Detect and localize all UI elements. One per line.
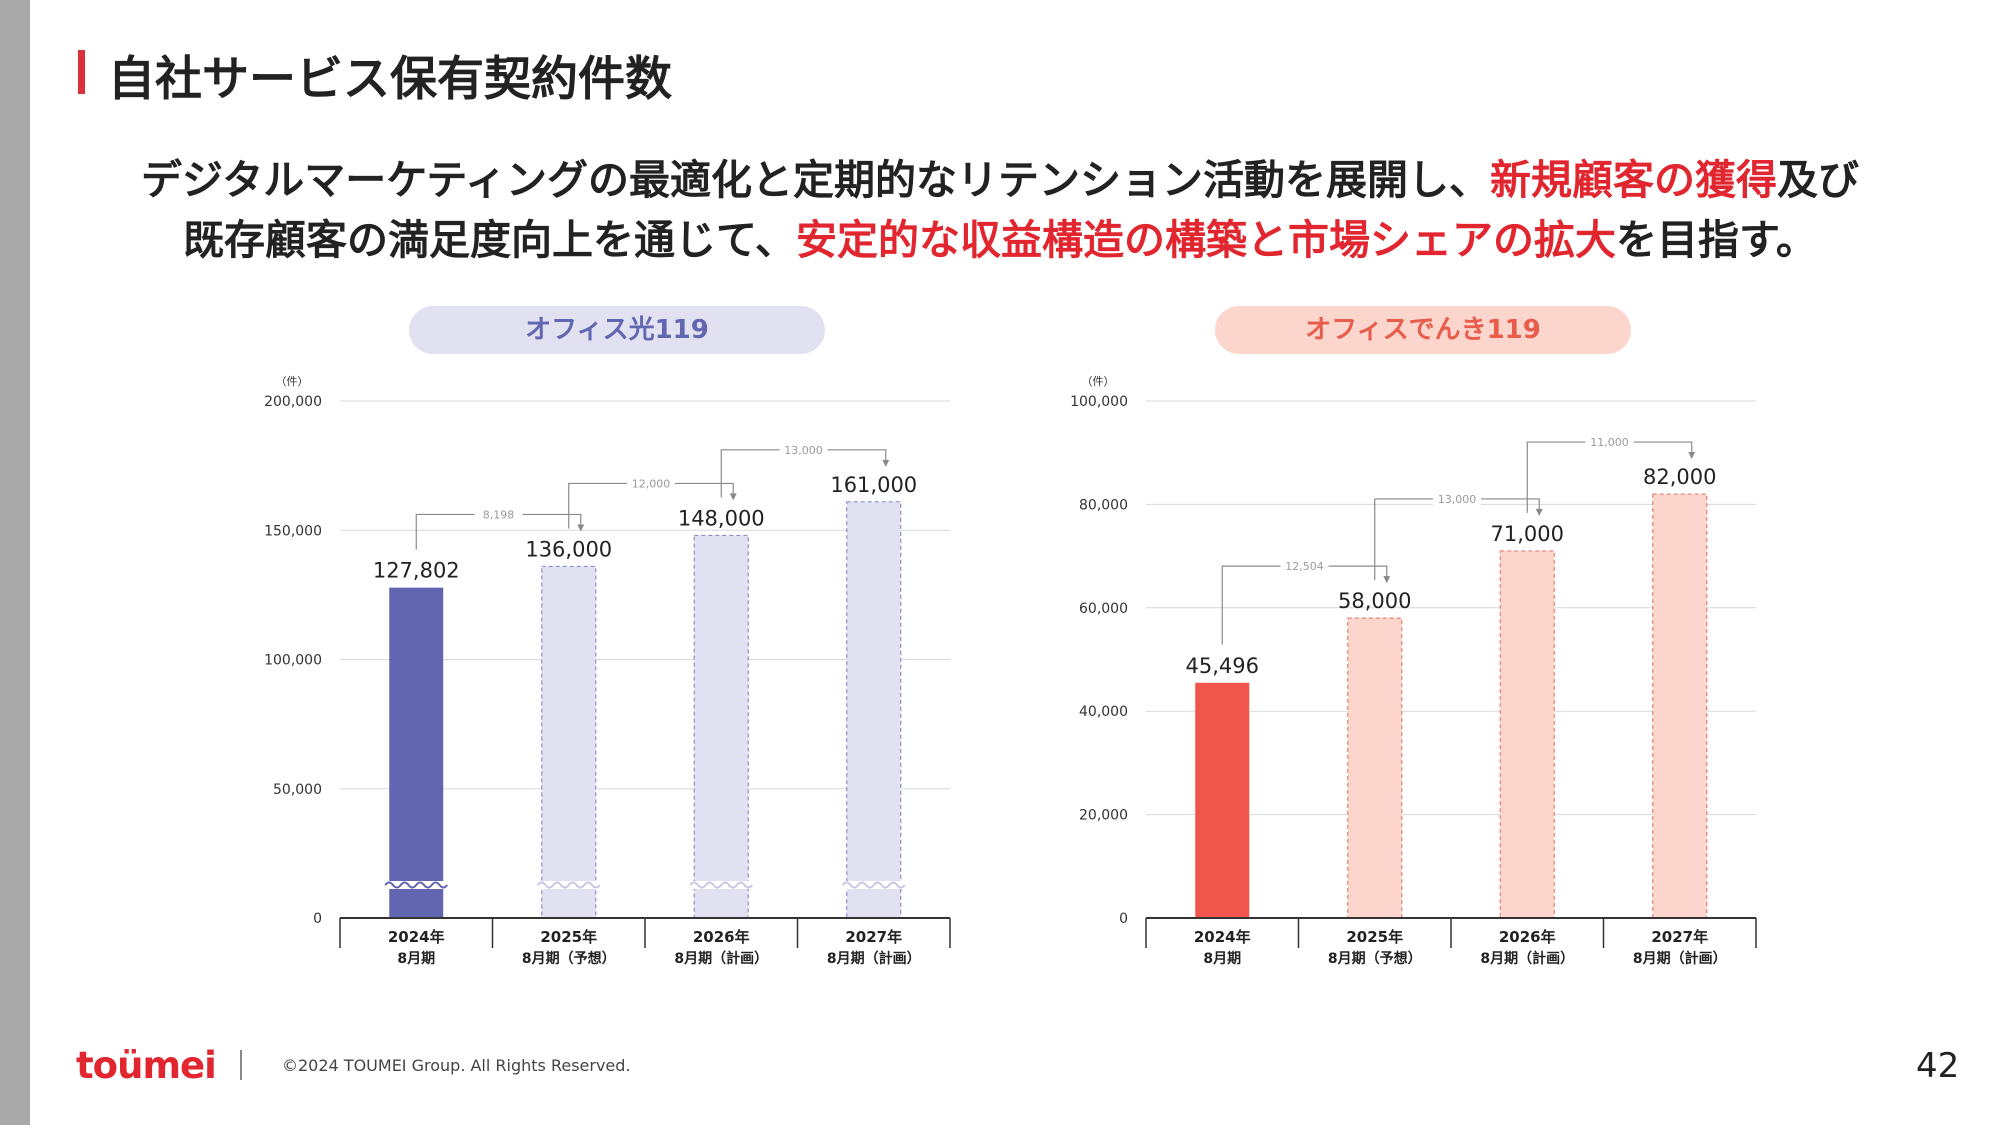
lead-text-line-2: 既存顧客の満足度向上を通じて、安定的な収益構造の構築と市場シェアの拡大を目指す。	[0, 206, 2000, 266]
x-tick-label-period: 8月期（予想）	[522, 950, 616, 967]
y-tick-label: 100,000	[1070, 394, 1128, 410]
x-tick-label-period: 8月期（計画）	[1633, 950, 1727, 967]
x-tick-label-period: 8月期（計画）	[674, 950, 768, 967]
bar	[541, 565, 597, 919]
unit-label: （件）	[1082, 375, 1115, 388]
increment-label: 12,504	[1285, 560, 1324, 573]
axis-break-mark	[689, 881, 754, 889]
increment-label-bg	[1280, 559, 1329, 574]
x-tick-label-period: 8月期	[397, 951, 435, 967]
value-label: 82,000	[1643, 465, 1716, 489]
value-label: 45,496	[1186, 654, 1259, 678]
copyright-text: ©2024 TOUMEI Group. All Rights Reserved.	[282, 1056, 631, 1075]
axis-break-mark	[841, 881, 906, 889]
increment-label-bg	[627, 476, 675, 491]
increment-label-bg	[1433, 491, 1481, 506]
value-label: 71,000	[1491, 522, 1564, 546]
y-tick-label: 20,000	[1079, 808, 1128, 824]
increment-label: 12,000	[632, 477, 671, 490]
increment-label-bg	[1585, 435, 1634, 450]
lead-text-segment: デジタルマーケティングの最適化と定期的なリテンション活動を展開し、	[141, 156, 1490, 204]
x-tick-label-year: 2025年	[540, 928, 597, 946]
value-label: 161,000	[830, 473, 917, 497]
chart-title-pill-denki: オフィスでんき119	[1215, 306, 1631, 354]
chart-title-pill-hikari: オフィス光119	[409, 306, 825, 354]
increment-label: 11,000	[1590, 436, 1629, 449]
increment-label: 13,000	[1438, 493, 1477, 506]
value-label: 127,802	[373, 559, 460, 583]
bar	[846, 501, 902, 919]
x-tick-label-year: 2027年	[845, 928, 902, 946]
bar	[1652, 493, 1708, 919]
increment-label: 8,198	[483, 508, 515, 521]
chart-office-hikari: （件） 0 50,000 100,000 150,000 200,000 127,802 13…	[264, 375, 951, 967]
title-accent-bar	[78, 50, 85, 94]
x-tick-label-year: 2024年	[388, 928, 445, 946]
unit-label: （件）	[276, 375, 309, 388]
y-tick-label: 60,000	[1079, 601, 1128, 617]
y-tick-label: 0	[313, 911, 322, 927]
increment-label: 13,000	[784, 444, 823, 457]
lead-text-segment: を目指す。	[1616, 216, 1817, 264]
company-logo: toümei	[76, 1044, 217, 1087]
y-tick-label: 50,000	[273, 782, 322, 798]
increment-arrow	[882, 459, 890, 467]
value-label: 58,000	[1338, 589, 1411, 613]
bar	[693, 534, 749, 919]
y-tick-label: 150,000	[264, 523, 322, 539]
y-tick-label: 200,000	[264, 394, 322, 410]
bar	[1499, 550, 1555, 919]
x-tick-label-period: 8月期（計画）	[827, 950, 921, 967]
footer-divider	[240, 1050, 242, 1080]
increment-arrow	[1688, 452, 1696, 460]
x-tick-label-year: 2024年	[1194, 928, 1251, 946]
increment-arrow	[1535, 508, 1543, 516]
value-label: 148,000	[678, 506, 765, 530]
y-tick-label: 100,000	[264, 653, 322, 669]
chart-office-denki: （件） 0 20,000 40,000 60,000 80,000 100,000 45,49…	[1070, 375, 1757, 967]
x-tick-label-period: 8月期	[1203, 951, 1241, 967]
lead-text-line-1: デジタルマーケティングの最適化と定期的なリテンション活動を展開し、新規顧客の獲得…	[0, 146, 2000, 206]
lead-highlight-segment: 安定的な収益構造の構築と市場シェアの拡大	[796, 216, 1617, 264]
lead-text-segment: 及び	[1776, 156, 1859, 204]
increment-arrow	[577, 524, 585, 532]
axis-break-mark	[384, 881, 449, 889]
increment-label-bg	[474, 507, 523, 522]
x-tick-label-year: 2027年	[1651, 928, 1708, 946]
lead-highlight-segment: 新規顧客の獲得	[1489, 156, 1777, 204]
page-title: 自社サービス保有契約件数	[108, 52, 672, 107]
bar	[389, 587, 444, 918]
x-tick-label-period: 8月期（予想）	[1328, 950, 1422, 967]
page-number: 42	[1916, 1046, 1960, 1086]
x-tick-label-year: 2026年	[693, 928, 750, 946]
axis-break-mark	[536, 881, 601, 889]
value-label: 136,000	[525, 537, 612, 561]
bar	[1195, 682, 1250, 918]
x-tick-label-year: 2026年	[1499, 928, 1556, 946]
x-tick-label-period: 8月期（計画）	[1480, 950, 1574, 967]
increment-label-bg	[779, 442, 828, 457]
lead-text-segment: 既存顧客の満足度向上を通じて、	[183, 216, 797, 264]
y-tick-label: 40,000	[1079, 704, 1128, 720]
left-edge-band	[0, 0, 30, 1125]
y-tick-label: 0	[1119, 911, 1128, 927]
bar	[1347, 617, 1403, 919]
y-tick-label: 80,000	[1079, 497, 1128, 513]
increment-arrow	[1383, 576, 1391, 584]
increment-arrow	[729, 493, 737, 501]
x-tick-label-year: 2025年	[1346, 928, 1403, 946]
